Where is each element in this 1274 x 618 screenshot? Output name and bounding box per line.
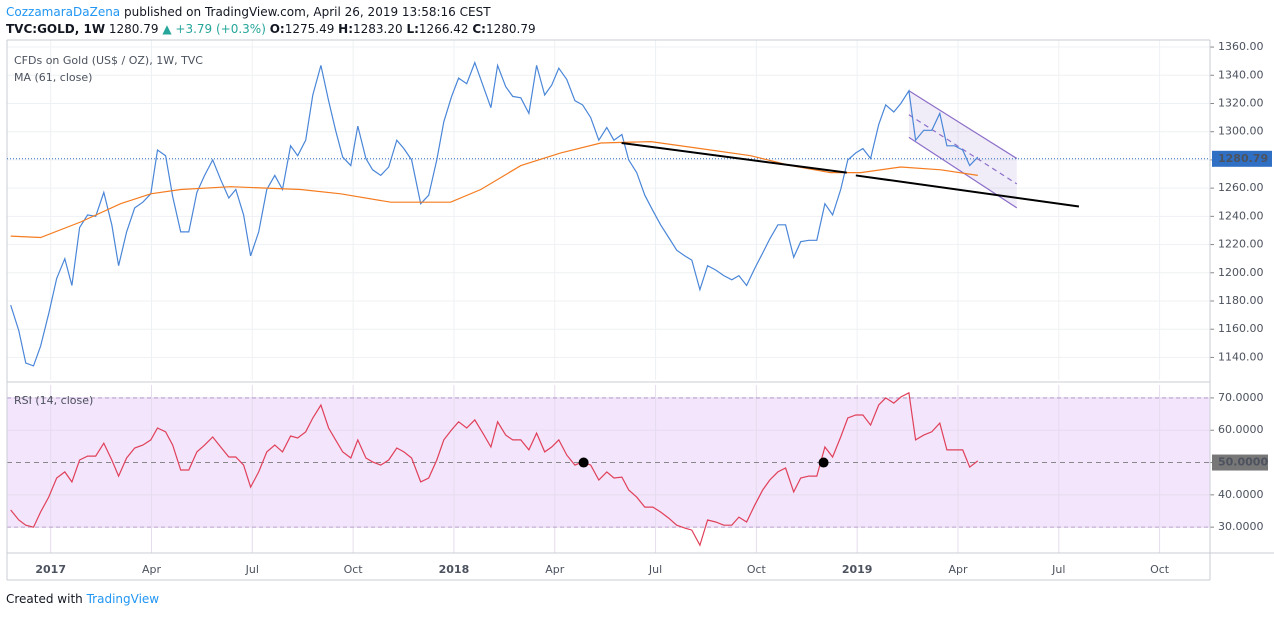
symbol-line: TVC:GOLD, 1W 1280.79 ▲ +3.79 (+0.3%) O:1…	[6, 21, 536, 38]
x-tick-label: Jul	[245, 563, 259, 576]
ohlc-label: H:	[338, 22, 354, 36]
x-tick-label: 2019	[842, 563, 873, 576]
y-tick-label: 1180.00	[1218, 294, 1264, 307]
x-tick-label: Oct	[344, 563, 364, 576]
last: 1280.79	[108, 22, 159, 36]
x-tick-label: Jul	[648, 563, 662, 576]
y-tick-label: 1340.00	[1218, 68, 1264, 81]
x-tick-label: Jul	[1051, 563, 1065, 576]
y-tick-label: 1300.00	[1218, 125, 1264, 138]
footer-text: Created with	[6, 592, 83, 606]
brand[interactable]: TradingView	[86, 592, 160, 606]
x-tick-label: Oct	[747, 563, 767, 576]
y2-tick-label: 40.0000	[1218, 488, 1264, 501]
rsi-marker	[578, 457, 589, 468]
last-price-box	[1212, 150, 1272, 167]
y-tick-label: 1260.00	[1218, 181, 1264, 194]
series-line	[10, 140, 978, 239]
series-line	[10, 391, 979, 547]
rsi-title: RSI (14, close)	[14, 394, 93, 407]
x-tick-label: Apr	[545, 563, 565, 576]
channel-mid	[908, 114, 1018, 185]
ohlc-label: L:	[406, 22, 419, 36]
footer: Created with TradingView	[6, 592, 159, 606]
y-tick-label: 1140.00	[1218, 350, 1264, 363]
ohlc-label: C:	[472, 22, 486, 36]
y-tick-label: 1360.00	[1218, 40, 1264, 53]
ohlc-item: H:1283.20	[334, 22, 402, 36]
y2-tick-label: 60.0000	[1218, 423, 1264, 436]
y-tick-label: 1200.00	[1218, 266, 1264, 279]
legend-entry: MA (61, close)	[14, 71, 92, 84]
last-price-label: 1280.79	[1218, 152, 1268, 165]
ohlc-value: 1280.79	[485, 22, 536, 36]
x-tick-label: Oct	[1150, 563, 1170, 576]
ohlc-value: 1266.42	[418, 22, 469, 36]
ohlc-item: C:1280.79	[469, 22, 536, 36]
y-tick-label: 1220.00	[1218, 238, 1264, 251]
channel-upper	[908, 90, 1018, 160]
ohlc-label: O:	[269, 22, 285, 36]
trendline	[855, 174, 1080, 208]
symbol: TVC:GOLD, 1W	[6, 22, 106, 36]
chart: 2017 Apr Jul Oct 2018 Apr Jul Oct 2019 Apr Jul Oct 1…	[6, 39, 1274, 581]
y2-tick-label: 70.0000	[1218, 391, 1264, 404]
published: published on TradingView.com, April 26, …	[124, 5, 491, 19]
chart-title: CFDs on Gold (US$ / OZ), 1W, TVC	[14, 54, 203, 67]
header: CozzamaraDaZena published on TradingView…	[6, 4, 536, 38]
y-tick-label: 1320.00	[1218, 96, 1264, 109]
y-tick-label: 1240.00	[1218, 209, 1264, 222]
series-line	[10, 60, 979, 367]
rsi-marker	[818, 457, 829, 468]
y2-tick-label: 50.0000	[1218, 456, 1268, 469]
x-tick-label: 2018	[439, 563, 470, 576]
y2-tick-label: 30.0000	[1218, 520, 1264, 533]
author[interactable]: CozzamaraDaZena	[6, 5, 121, 19]
trendline	[621, 141, 847, 174]
change: ▲ +3.79 (+0.3%)	[162, 22, 266, 36]
x-tick-label: 2017	[35, 563, 66, 576]
ohlc-value: 1283.20	[353, 22, 403, 36]
x-tick-label: Apr	[142, 563, 162, 576]
y-tick-label: 1160.00	[1218, 322, 1264, 335]
x-tick-label: Apr	[948, 563, 968, 576]
publish-line: CozzamaraDaZena published on TradingView…	[6, 4, 536, 21]
ohlc-item: L:1266.42	[403, 22, 469, 36]
ohlc-value: 1275.49	[284, 22, 335, 36]
value-box	[1212, 454, 1268, 471]
ohlc-item: O:1275.49	[266, 22, 335, 36]
